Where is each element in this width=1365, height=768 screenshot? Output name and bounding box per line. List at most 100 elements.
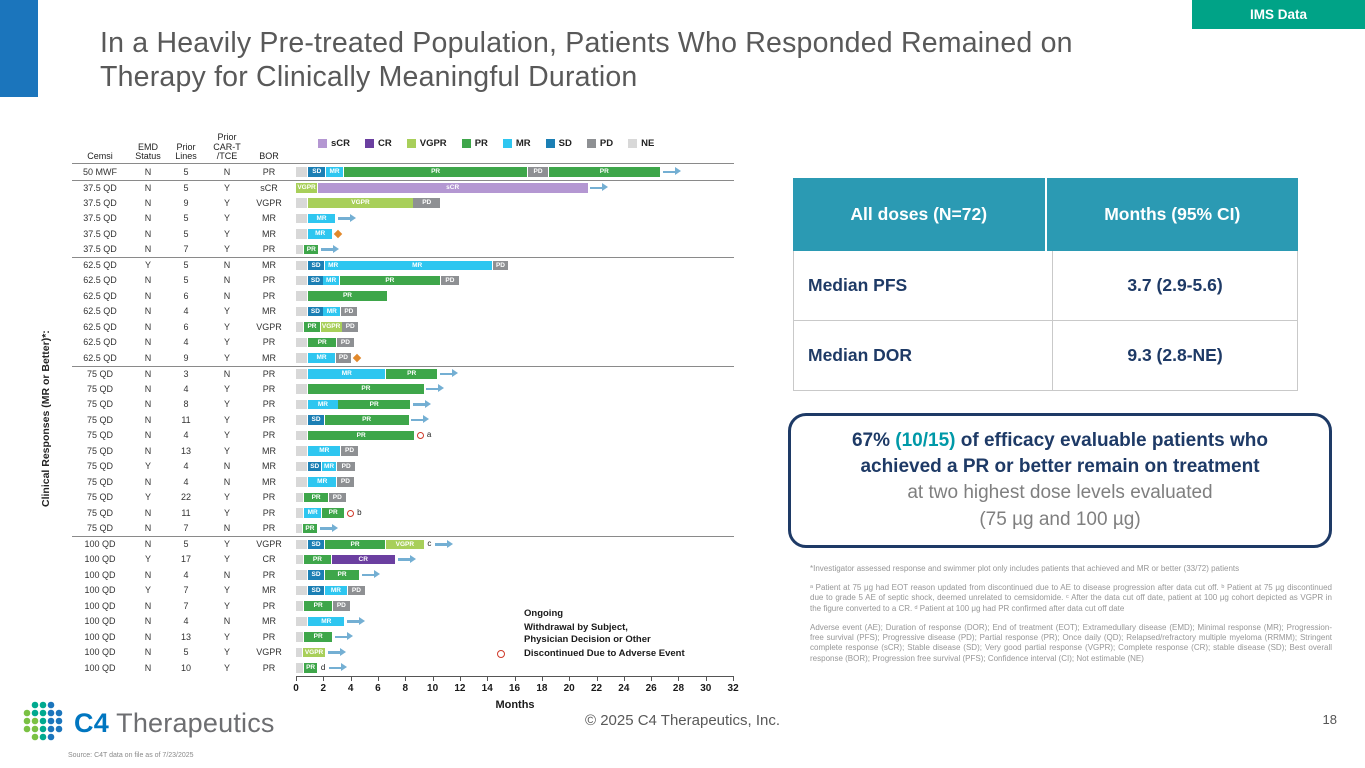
response-segment-NE	[296, 399, 308, 409]
ongoing-arrow-marker	[426, 384, 445, 392]
response-segment-MR: MR	[323, 306, 341, 316]
swimmer-row: 50 MWF N 5 N PR SD MR PR PD PR	[72, 164, 734, 180]
emd-cell: N	[144, 166, 152, 177]
response-segment-PR: PR	[339, 275, 440, 285]
column-header-2: Prior Lines	[175, 141, 197, 162]
prior-lines-cell: 5	[183, 647, 189, 658]
emd-cell: N	[144, 182, 152, 193]
prior-lines-cell: 5	[183, 539, 189, 550]
cart-cell: Y	[223, 585, 230, 596]
swimmer-row: 75 QD N 4 Y PR PR	[72, 381, 734, 397]
response-segment-MR: MR	[323, 275, 339, 285]
c4-logo-icon	[20, 698, 66, 749]
cemsi-cell: 75 QD	[86, 507, 113, 518]
ongoing-arrow-marker	[440, 369, 459, 377]
median-pfs-value: 3.7 (2.9-5.6)	[1127, 275, 1223, 295]
response-segment-SD: SD	[308, 461, 322, 471]
response-track: PR a	[296, 428, 734, 444]
cemsi-cell: 100 QD	[84, 569, 116, 580]
response-segment-MR: MR	[308, 369, 386, 379]
response-segment-NE	[296, 229, 308, 239]
marker-legend-label: Ongoing	[524, 608, 564, 619]
legend-item-MR: MR	[502, 138, 531, 149]
response-track: SD MR PR PD PR	[296, 164, 734, 180]
response-segment-SD: SD	[308, 275, 323, 285]
cart-cell: N	[223, 461, 231, 472]
prior-lines-cell: 4	[183, 616, 189, 627]
swimmer-row: 75 QD Y 4 N MR SD MR PD	[72, 459, 734, 475]
prior-lines-cell: 4	[183, 383, 189, 394]
x-tick-label: 12	[454, 683, 466, 694]
cemsi-cell: 75 QD	[86, 368, 113, 379]
bor-cell: MR	[262, 616, 276, 627]
response-segment-MR: MR	[308, 446, 341, 456]
cart-cell: N	[223, 523, 231, 534]
x-tick	[651, 677, 653, 681]
response-segment-MR: MR	[308, 616, 345, 626]
cemsi-cell: 62.5 QD	[83, 260, 117, 271]
emd-cell: N	[144, 368, 152, 379]
column-header-0: Cemsi	[87, 151, 113, 162]
column-header-3: Prior CAR-T /TCE	[213, 132, 241, 162]
response-segment-VGPR: VGPR	[320, 322, 342, 332]
x-tick	[350, 677, 352, 681]
callout-subline-1: at two highest dose levels evaluated	[907, 482, 1213, 504]
response-segment-NE	[296, 461, 308, 471]
cemsi-cell: 75 QD	[86, 461, 113, 472]
response-segment-sCR: sCR	[317, 183, 588, 193]
title-line-1: In a Heavily Pre-treated Population, Pat…	[100, 27, 1073, 59]
emd-cell: N	[144, 213, 152, 224]
x-tick-label: 30	[700, 683, 712, 694]
response-segment-PR: PR	[324, 570, 360, 580]
cemsi-cell: 100 QD	[84, 539, 116, 550]
emd-cell: N	[144, 228, 152, 239]
swimmer-row: 100 QD Y 7 Y MR SD MR PD	[72, 583, 734, 599]
x-tick	[569, 677, 571, 681]
response-segment-PR: PR	[302, 523, 318, 533]
callout-bold-pre: 67%	[851, 430, 896, 451]
bor-cell: PR	[262, 523, 276, 534]
bor-cell: PR	[262, 492, 276, 503]
stats-header-all-doses: All doses (N=72)	[793, 178, 1047, 251]
ongoing-arrow-marker	[321, 245, 340, 253]
legend-label-NE: NE	[641, 138, 655, 149]
c4-logo-text: C4 Therapeutics	[74, 708, 275, 739]
emd-cell: Y	[144, 461, 151, 472]
response-segment-PR: PR	[304, 244, 319, 254]
cart-cell: Y	[223, 539, 230, 550]
y-axis-label: Clinical Responses (MR or Better)*:	[40, 330, 52, 508]
prior-lines-cell: 4	[183, 476, 189, 487]
bor-cell: PR	[262, 244, 276, 255]
x-tick	[678, 677, 680, 681]
swimmer-row: 62.5 QD N 4 Y MR SD MR PD	[72, 304, 734, 320]
x-axis: 0 2 4 6 8 10 12 14 16 18 20 22 24 26 28 30 32	[293, 676, 739, 701]
cemsi-cell: 100 QD	[84, 600, 116, 611]
marker-legend-item-withdrawal: Withdrawal by Subject, Physician Decisio…	[478, 622, 685, 645]
emd-cell: N	[144, 616, 152, 627]
cemsi-cell: 100 QD	[84, 554, 116, 565]
prior-lines-cell: 11	[181, 414, 191, 425]
bor-cell: MR	[262, 445, 276, 456]
response-segment-NE	[296, 523, 303, 533]
swimmer-row: 62.5 QD N 5 N PR SD MR PR PD	[72, 273, 734, 289]
legend-item-VGPR: VGPR	[406, 138, 447, 149]
prior-lines-cell: 5	[183, 275, 189, 286]
swimmer-row: 75 QD N 11 Y PR MR PR b	[72, 505, 734, 521]
marker-legend-item-ae: Discontinued Due to Adverse Event	[478, 648, 685, 659]
response-segment-PD: PD	[336, 461, 356, 471]
cart-cell: Y	[223, 399, 230, 410]
prior-lines-cell: 7	[183, 244, 189, 255]
prior-lines-cell: 4	[183, 569, 189, 580]
emd-cell: N	[144, 383, 152, 394]
response-track: PR d	[296, 660, 734, 676]
bor-cell: PR	[262, 290, 276, 301]
bor-cell: MR	[262, 352, 276, 363]
cemsi-cell: 62.5 QD	[83, 352, 117, 363]
SD-color-swatch	[545, 139, 555, 148]
response-segment-MR: MR	[324, 585, 348, 595]
cemsi-cell: 62.5 QD	[83, 306, 117, 317]
emd-cell: N	[144, 523, 152, 534]
response-segment-PR: PR	[338, 399, 410, 409]
x-tick	[296, 677, 297, 681]
legend-label-VGPR: VGPR	[419, 138, 447, 149]
